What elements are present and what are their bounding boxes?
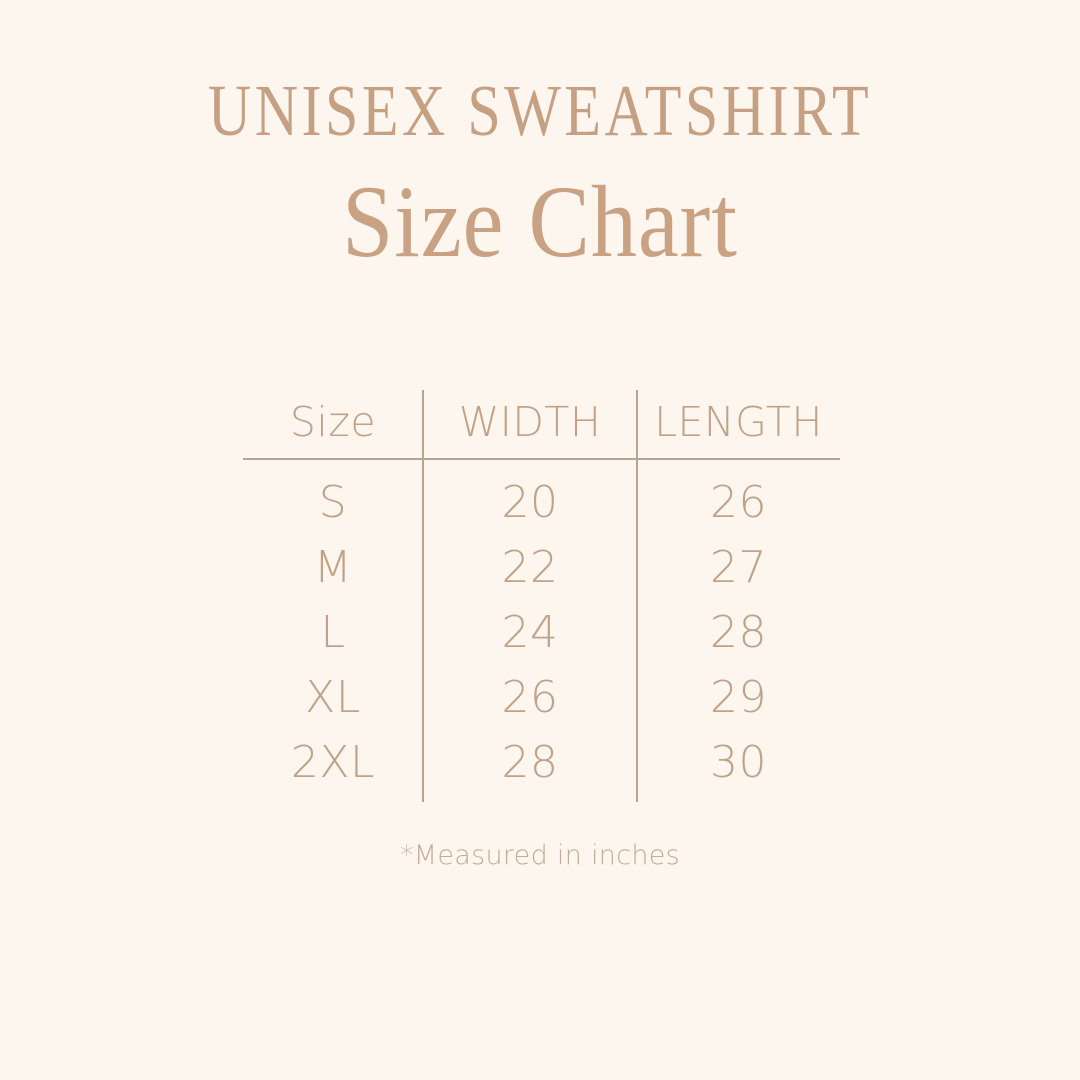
table-row: XL 26 29	[243, 665, 840, 730]
heading-block: UNISEX SWEATSHIRT Size Chart	[0, 70, 1080, 273]
column-header-width: WIDTH	[458, 397, 602, 446]
table-header-row: Size WIDTH LENGTH	[243, 385, 840, 458]
measurement-note: *Measured in inches	[399, 840, 681, 871]
cell-length: 30	[710, 737, 767, 788]
cell-width: 22	[501, 542, 559, 593]
cell-length: 28	[710, 607, 767, 658]
column-header-length: LENGTH	[654, 397, 823, 446]
cell-width: 28	[501, 737, 559, 788]
table-row: M 22 27	[243, 535, 840, 600]
cell-size: M	[313, 542, 353, 593]
size-table-container: Size WIDTH LENGTH S 20 26 M 22 27 L	[243, 385, 840, 802]
cell-length: 29	[710, 672, 767, 723]
cell-length: 27	[710, 542, 767, 593]
cell-width: 20	[501, 477, 559, 528]
cell-size: L	[320, 607, 346, 658]
cell-width: 24	[501, 607, 559, 658]
cell-size: 2XL	[290, 737, 376, 788]
table-row: L 24 28	[243, 600, 840, 665]
size-table: Size WIDTH LENGTH S 20 26 M 22 27 L	[243, 385, 840, 795]
cell-width: 26	[501, 672, 559, 723]
cell-size: XL	[305, 672, 361, 723]
page-title: UNISEX SWEATSHIRT	[207, 70, 873, 151]
table-row: S 20 26	[243, 458, 840, 535]
page-subtitle: Size Chart	[342, 164, 738, 279]
cell-length: 26	[710, 477, 767, 528]
cell-size: S	[318, 477, 348, 528]
column-header-size: Size	[289, 397, 377, 446]
table-row: 2XL 28 30	[243, 730, 840, 795]
